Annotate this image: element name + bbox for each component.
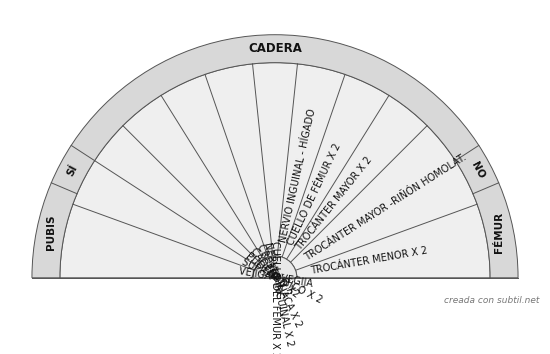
- Wedge shape: [32, 35, 518, 278]
- Text: TROCÁNTER MAYOR -RIÑÓN HOMOLAT.: TROCÁNTER MAYOR -RIÑÓN HOMOLAT.: [303, 152, 469, 262]
- Text: TROCÁNTER MAYOR X 2: TROCÁNTER MAYOR X 2: [294, 155, 374, 252]
- Text: CUELLO DEL FÉMUR X 2: CUELLO DEL FÉMUR X 2: [270, 241, 280, 354]
- Text: SÍ: SÍ: [65, 163, 80, 178]
- Text: SUPRAPÚBICO X 2: SUPRAPÚBICO X 2: [240, 257, 324, 306]
- Text: PUDENDO X2: PUDENDO X2: [244, 251, 301, 300]
- Text: NERVIO INGUINAL - HÍGADO: NERVIO INGUINAL - HÍGADO: [278, 108, 317, 243]
- Text: FÉMUR: FÉMUR: [494, 212, 504, 253]
- Text: VEJIGA - VEGIJA: VEJIGA - VEGIJA: [238, 267, 314, 289]
- Text: NERVIO INGUINAL X 2: NERVIO INGUINAL X 2: [262, 241, 295, 347]
- Text: CADERA X 2: CADERA X 2: [249, 246, 293, 299]
- Text: TROCÁNTER MENOR X 2: TROCÁNTER MENOR X 2: [310, 246, 428, 276]
- Text: CADERA: CADERA: [248, 42, 302, 55]
- Text: CRESTA ILÍACA X 2: CRESTA ILÍACA X 2: [255, 243, 303, 329]
- Text: NO: NO: [469, 160, 486, 180]
- Text: PUBIS: PUBIS: [46, 214, 56, 250]
- Text: CUELLO DE FÉMUR X 2: CUELLO DE FÉMUR X 2: [286, 142, 343, 247]
- Text: creada con subtil.net: creada con subtil.net: [444, 296, 539, 304]
- Wedge shape: [60, 63, 490, 278]
- Wedge shape: [253, 256, 297, 278]
